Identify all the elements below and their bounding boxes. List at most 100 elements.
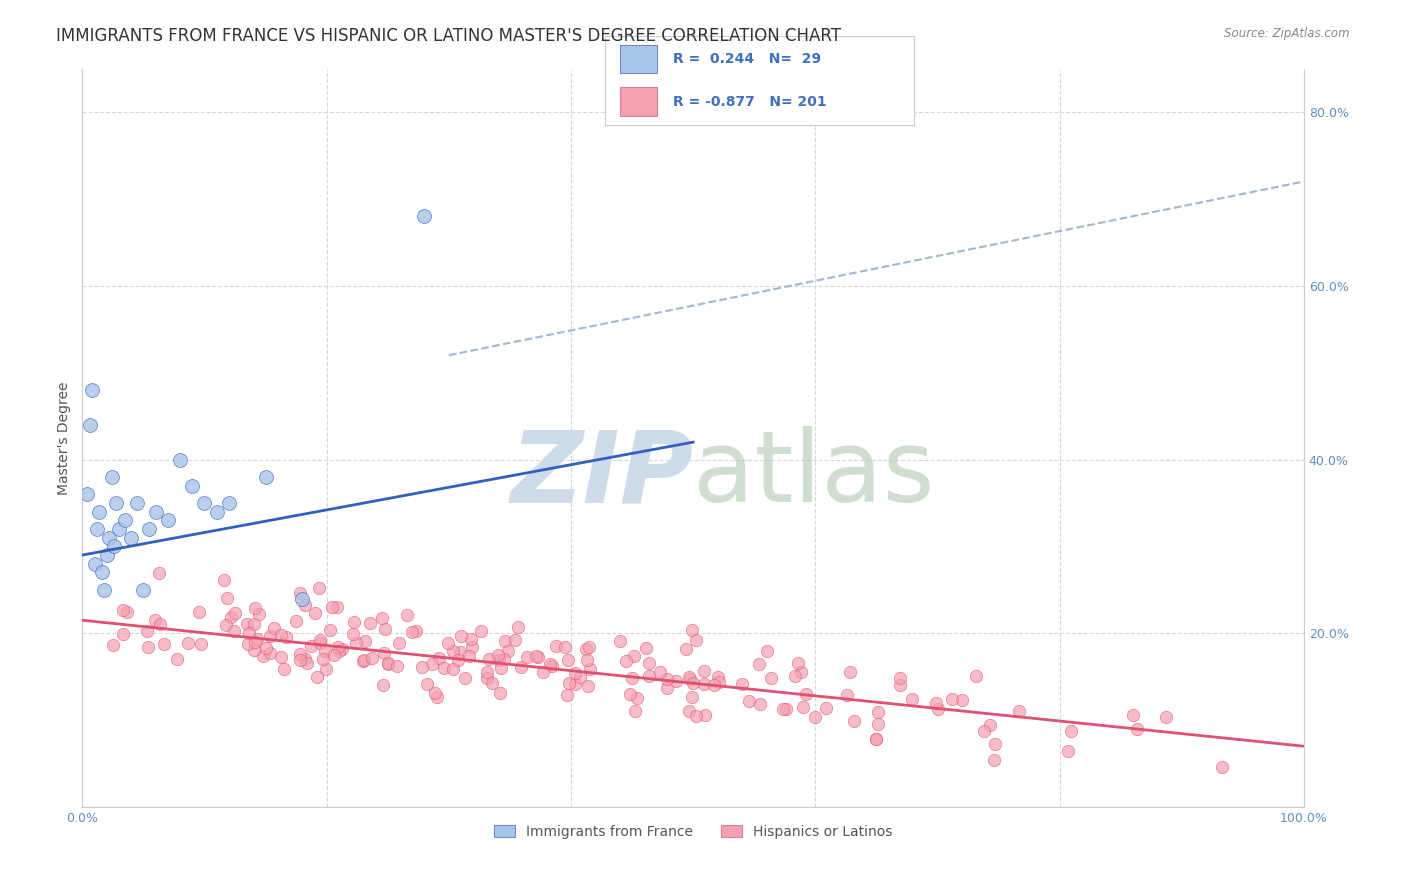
Point — [294, 652, 316, 666]
Point — [308, 581, 330, 595]
Point — [98, 531, 121, 545]
Point — [531, 665, 554, 679]
Point — [901, 691, 924, 706]
Point — [89, 505, 111, 519]
Point — [342, 627, 364, 641]
Point — [135, 624, 157, 638]
Point — [294, 598, 316, 612]
Point — [761, 672, 783, 686]
Point — [1154, 709, 1177, 723]
Point — [83, 557, 105, 571]
Point — [682, 675, 704, 690]
Point — [103, 540, 125, 554]
Point — [638, 657, 661, 671]
Point — [655, 681, 678, 696]
Point — [120, 531, 142, 545]
Point — [354, 633, 377, 648]
Point — [111, 603, 134, 617]
Point — [614, 655, 637, 669]
Point — [454, 672, 477, 686]
Point — [252, 648, 274, 663]
Point — [263, 621, 285, 635]
Point — [681, 623, 703, 637]
Point — [623, 648, 645, 663]
Point — [693, 664, 716, 678]
Point — [470, 624, 492, 638]
Point — [115, 605, 138, 619]
Point — [188, 605, 211, 619]
Point — [396, 607, 419, 622]
Point — [496, 643, 519, 657]
Point — [212, 573, 235, 587]
Point — [377, 657, 399, 671]
Point — [460, 632, 482, 646]
Point — [693, 677, 716, 691]
Point — [755, 644, 778, 658]
Point — [441, 644, 464, 658]
Point — [965, 669, 987, 683]
Point — [569, 670, 592, 684]
Point — [650, 665, 672, 679]
Point — [927, 702, 949, 716]
Point — [792, 700, 814, 714]
Point — [291, 591, 314, 606]
Text: atlas: atlas — [693, 426, 935, 524]
Point — [305, 670, 328, 684]
Point — [703, 678, 725, 692]
Point — [488, 653, 510, 667]
Point — [749, 697, 772, 711]
Point — [575, 641, 598, 656]
Point — [371, 610, 394, 624]
Point — [538, 657, 561, 672]
Point — [508, 620, 530, 634]
Point — [215, 618, 238, 632]
Point — [295, 656, 318, 670]
Y-axis label: Master's Degree: Master's Degree — [58, 381, 72, 494]
Point — [804, 710, 827, 724]
Point — [259, 629, 281, 643]
Point — [153, 637, 176, 651]
Point — [93, 582, 115, 597]
Point — [319, 623, 342, 637]
Point — [619, 687, 641, 701]
Point — [290, 586, 312, 600]
Point — [373, 646, 395, 660]
Point — [353, 653, 375, 667]
Point — [655, 672, 678, 686]
Point — [136, 640, 159, 654]
Bar — [620, 45, 657, 73]
Point — [624, 704, 647, 718]
Point — [637, 669, 659, 683]
Point — [555, 688, 578, 702]
Point — [254, 470, 277, 484]
Point — [190, 637, 212, 651]
Point — [983, 752, 1005, 766]
Point — [177, 636, 200, 650]
Point — [304, 606, 326, 620]
Point — [312, 652, 335, 666]
Point — [80, 383, 103, 397]
Point — [447, 653, 470, 667]
Point — [794, 688, 817, 702]
Point — [564, 665, 586, 680]
Point — [478, 652, 501, 666]
Point — [1211, 760, 1233, 774]
Point — [401, 624, 423, 639]
Point — [236, 637, 259, 651]
Point — [259, 647, 281, 661]
Point — [148, 566, 170, 580]
Point — [315, 662, 337, 676]
Point — [79, 417, 101, 432]
Point — [426, 690, 449, 704]
Point — [224, 624, 246, 638]
Point — [503, 632, 526, 647]
Point — [486, 648, 509, 662]
Point — [626, 691, 648, 706]
Point — [731, 677, 754, 691]
Point — [1122, 707, 1144, 722]
Point — [166, 652, 188, 666]
Point — [359, 615, 381, 630]
Point — [941, 692, 963, 706]
Point — [236, 616, 259, 631]
Point — [314, 644, 336, 658]
